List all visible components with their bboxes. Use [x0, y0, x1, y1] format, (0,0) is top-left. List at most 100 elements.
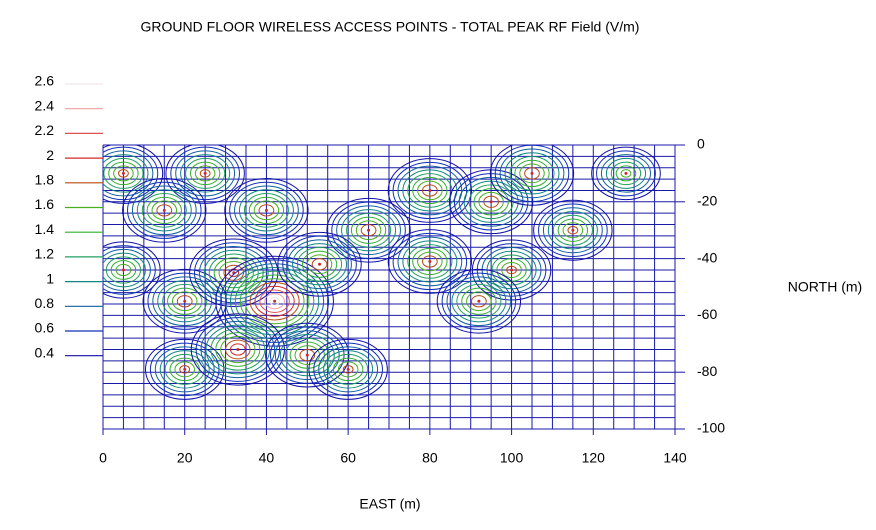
contour-line: [103, 157, 144, 189]
contour-line: [299, 349, 316, 362]
contour-line: [547, 210, 598, 250]
contour-line: [190, 313, 285, 386]
contour-line: [189, 161, 221, 186]
contour-line: [174, 361, 196, 378]
contour-line: [461, 287, 497, 315]
contour-line: [326, 197, 411, 263]
peak-point: [273, 299, 277, 303]
contour-line: [162, 283, 208, 319]
contour-line: [422, 255, 438, 268]
contour-line: [243, 192, 289, 228]
contour-line: [615, 165, 637, 182]
contour-line: [238, 189, 294, 232]
contour-line: [471, 295, 487, 308]
contour-line: [152, 276, 218, 327]
peak-point: [367, 228, 371, 232]
legend-label: 1.2: [35, 246, 55, 262]
contour-line: [311, 258, 328, 271]
peak-point: [203, 171, 207, 175]
contour-line: [103, 252, 146, 288]
contour-line: [199, 169, 211, 178]
contour-line: [284, 337, 330, 373]
contour-line: [274, 330, 340, 381]
contour-line: [194, 242, 274, 304]
contour-line: [179, 365, 191, 374]
contour-line: [538, 203, 608, 257]
contour-line: [451, 280, 507, 323]
contour-line: [436, 268, 522, 334]
contour-line: [229, 343, 246, 356]
contour-line: [296, 246, 343, 282]
chart-title: GROUND FLOOR WIRELESS ACCESS POINTS - TO…: [141, 19, 640, 35]
legend-label: 0.6: [35, 320, 55, 336]
contour-line: [466, 291, 492, 312]
peak-point: [624, 171, 628, 175]
contour-line: [387, 229, 473, 294]
x-axis-label: EAST (m): [359, 496, 420, 512]
contour-line: [144, 338, 225, 400]
contour-line: [342, 365, 354, 374]
contour-line: [110, 260, 137, 280]
contour-line: [234, 185, 299, 236]
peak-point: [121, 171, 125, 175]
contour-line: [259, 289, 290, 313]
contour-line: [175, 150, 236, 197]
contour-line: [258, 204, 275, 217]
peak-point: [428, 259, 432, 263]
contour-line: [610, 161, 642, 186]
contour-line: [331, 201, 406, 259]
contour-line: [229, 181, 304, 239]
peak-point: [121, 268, 125, 272]
contour-line: [234, 270, 315, 332]
contour-line: [489, 145, 575, 206]
contour-line: [501, 261, 522, 278]
legend-label: 2.4: [35, 97, 55, 113]
x-tick-label: 60: [340, 450, 356, 466]
contour-line: [254, 285, 295, 317]
legend-label: 0.4: [35, 344, 55, 360]
legend-label: 2: [46, 147, 54, 163]
x-tick-label: 40: [259, 450, 275, 466]
contour-line: [328, 353, 369, 385]
contour-line: [552, 214, 593, 246]
peak-point: [183, 367, 187, 371]
contour-line: [103, 245, 156, 295]
legend-label: 1: [46, 270, 54, 286]
contour-line: [142, 268, 227, 334]
contour-line: [218, 261, 249, 285]
contour-line: [113, 165, 134, 182]
contour-line: [506, 265, 517, 275]
contour-line: [287, 239, 352, 290]
contour-line: [164, 353, 205, 385]
contour-line: [397, 165, 463, 216]
contour-line: [504, 152, 560, 195]
contour-line: [441, 272, 517, 330]
peak-point: [183, 299, 187, 303]
contour-line: [476, 243, 547, 297]
contour-line: [481, 246, 542, 293]
x-tick-label: 140: [663, 450, 687, 466]
x-tick-label: 20: [177, 450, 193, 466]
contour-line: [180, 154, 231, 193]
contour-line: [103, 146, 159, 201]
x-tick-label: 0: [99, 450, 107, 466]
contour-line: [596, 150, 656, 197]
contour-line: [308, 338, 388, 400]
contour-line: [323, 350, 374, 389]
contour-line: [136, 189, 192, 232]
x-tick-label: 80: [422, 450, 438, 466]
contour-line: [195, 317, 281, 382]
contour-line: [332, 357, 364, 382]
contour-line: [176, 295, 193, 308]
contour-line: [417, 180, 443, 201]
contour-line: [306, 254, 333, 275]
y-tick-label: -60: [697, 306, 717, 322]
contour-line: [557, 218, 589, 242]
contour-line: [171, 291, 198, 312]
contour-line: [350, 216, 387, 244]
contour-line: [412, 247, 448, 276]
contour-line: [159, 350, 210, 389]
contour-line: [225, 339, 251, 360]
contour-line: [407, 244, 453, 279]
